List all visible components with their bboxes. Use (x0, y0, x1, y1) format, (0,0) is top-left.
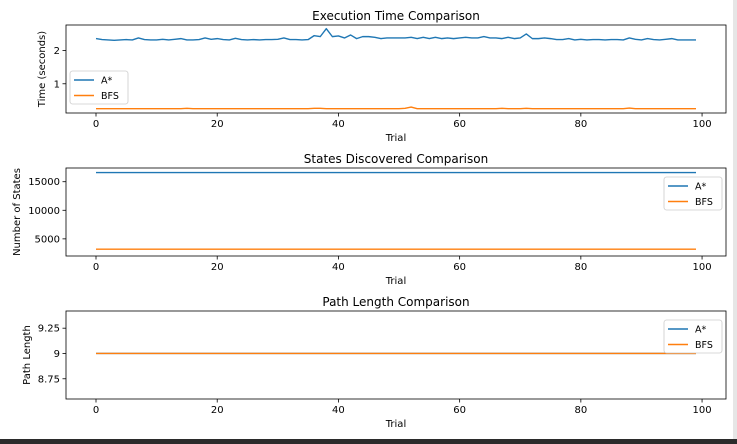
window-edge-bottom (0, 439, 737, 444)
y-tick-label: 9.25 (38, 324, 60, 335)
legend-label: BFS (695, 197, 713, 208)
plot-area (65, 167, 727, 257)
window-edge-right (733, 0, 737, 444)
x-tick-label: 20 (211, 405, 224, 416)
y-tick-label: 2 (54, 46, 60, 57)
legend-box (663, 319, 723, 354)
y-tick-label: 9 (54, 349, 60, 360)
x-axis-label: Trial (385, 133, 406, 144)
x-tick-label: 0 (93, 262, 99, 273)
plot-area (65, 24, 727, 114)
legend-label: BFS (101, 91, 119, 102)
chart-title: Execution Time Comparison (312, 9, 480, 23)
chart-title: Path Length Comparison (322, 295, 469, 309)
x-axis-label: Trial (385, 276, 406, 287)
legend-label: BFS (695, 340, 713, 351)
x-tick-label: 40 (332, 262, 345, 273)
y-tick-label: 5000 (35, 234, 60, 245)
legend: A* BFS (663, 176, 723, 211)
y-axis-label: Path Length (22, 325, 33, 385)
x-tick-label: 80 (574, 262, 587, 273)
legend-label: A* (695, 325, 706, 336)
legend-label: A* (101, 76, 112, 87)
y-axis-label: Number of States (12, 168, 23, 256)
x-tick-label: 100 (693, 405, 712, 416)
x-tick-label: 100 (693, 262, 712, 273)
x-tick-label: 60 (453, 262, 466, 273)
chart-title: States Discovered Comparison (304, 152, 488, 166)
x-tick-label: 20 (211, 262, 224, 273)
legend-label: A* (695, 182, 706, 193)
x-tick-label: 100 (693, 119, 712, 130)
x-tick-label: 80 (574, 405, 587, 416)
y-axis-label: Time (seconds) (37, 31, 48, 108)
y-tick-label: 8.75 (38, 374, 60, 385)
legend-box (69, 70, 129, 105)
y-tick-label: 10000 (28, 206, 60, 217)
legend: A* BFS (663, 319, 723, 354)
x-tick-label: 80 (574, 119, 587, 130)
chart-2: States Discovered Comparison 0 20 40 60 80 100… (12, 152, 727, 287)
x-tick-label: 60 (453, 119, 466, 130)
x-tick-label: 20 (211, 119, 224, 130)
series-line-astar (95, 27, 696, 41)
chart-3: Path Length Comparison 0 20 40 60 80 100 8.75 9 9… (22, 295, 727, 430)
plot-area (65, 310, 727, 400)
x-tick-label: 0 (93, 119, 99, 130)
x-axis-label: Trial (385, 419, 406, 430)
x-tick-label: 0 (93, 405, 99, 416)
series-line-bfs (96, 106, 696, 110)
legend-box (663, 176, 723, 211)
x-tick-label: 40 (332, 119, 345, 130)
legend: A* BFS (69, 70, 129, 105)
x-tick-label: 60 (453, 405, 466, 416)
y-tick-label: 1 (54, 79, 60, 90)
y-tick-label: 15000 (28, 177, 60, 188)
x-tick-label: 40 (332, 405, 345, 416)
